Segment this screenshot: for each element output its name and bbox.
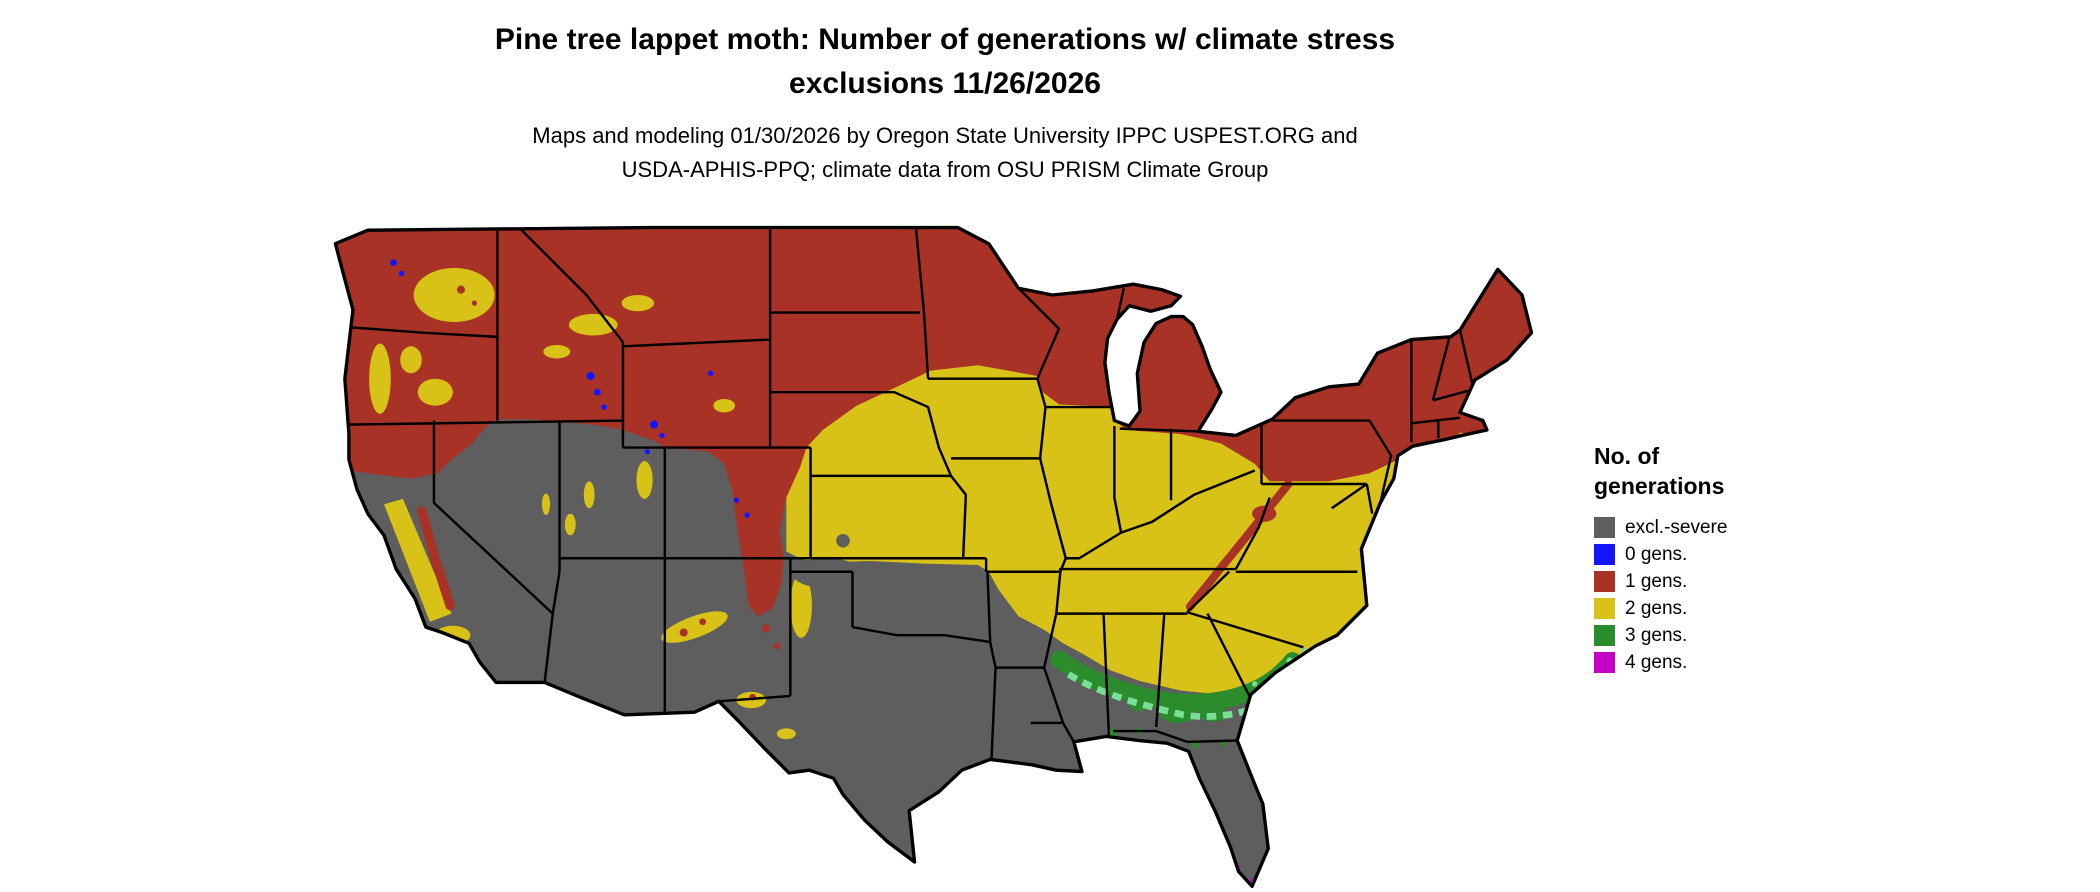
state-borders xyxy=(347,227,1474,760)
legend-item: excl.-severe xyxy=(1594,514,1814,541)
map-subtitle: Maps and modeling 01/30/2026 by Oregon S… xyxy=(532,123,1358,183)
legend-item: 2 gens. xyxy=(1594,595,1814,622)
legend-label: 2 gens. xyxy=(1625,597,1688,619)
us-generations-map xyxy=(333,225,1534,888)
legend-swatch-3gens xyxy=(1594,624,1615,646)
legend-label: 0 gens. xyxy=(1625,543,1688,565)
region-excluded-patches xyxy=(791,533,892,598)
region-3gen-blobs xyxy=(1088,677,1227,748)
region-1gen-sierra-streak xyxy=(417,506,455,611)
legend-label: 3 gens. xyxy=(1625,624,1688,646)
legend-item: 0 gens. xyxy=(1594,541,1814,568)
legend-swatch-2gens xyxy=(1594,597,1615,619)
region-1gen-specks xyxy=(456,280,1458,701)
legend-item: 1 gens. xyxy=(1594,568,1814,595)
map-container xyxy=(249,160,1545,892)
legend-items: excl.-severe 0 gens. 1 gens. 2 gens. 3 g… xyxy=(1594,514,1814,676)
header: Pine tree lappet moth: Number of generat… xyxy=(0,18,1890,187)
legend-label: 4 gens. xyxy=(1625,651,1688,673)
legend-item: 3 gens. xyxy=(1594,622,1814,649)
legend-swatch-1gens xyxy=(1594,570,1615,592)
legend-item: 4 gens. xyxy=(1594,649,1814,676)
legend-swatch-4gens xyxy=(1594,651,1615,673)
region-1gen-appalachian-streak xyxy=(1185,479,1293,611)
region-3gen-light-fringe xyxy=(1066,671,1280,720)
legend-label: 1 gens. xyxy=(1625,570,1688,592)
legend-title: No. of generations xyxy=(1594,443,1725,499)
legend-swatch-0gens xyxy=(1594,543,1615,565)
legend: No. of generations excl.-severe 0 gens. … xyxy=(1594,442,1814,676)
page-title: Pine tree lappet moth: Number of generat… xyxy=(494,23,1396,100)
legend-label: excl.-severe xyxy=(1625,516,1728,538)
legend-swatch-excl-severe xyxy=(1594,516,1615,538)
